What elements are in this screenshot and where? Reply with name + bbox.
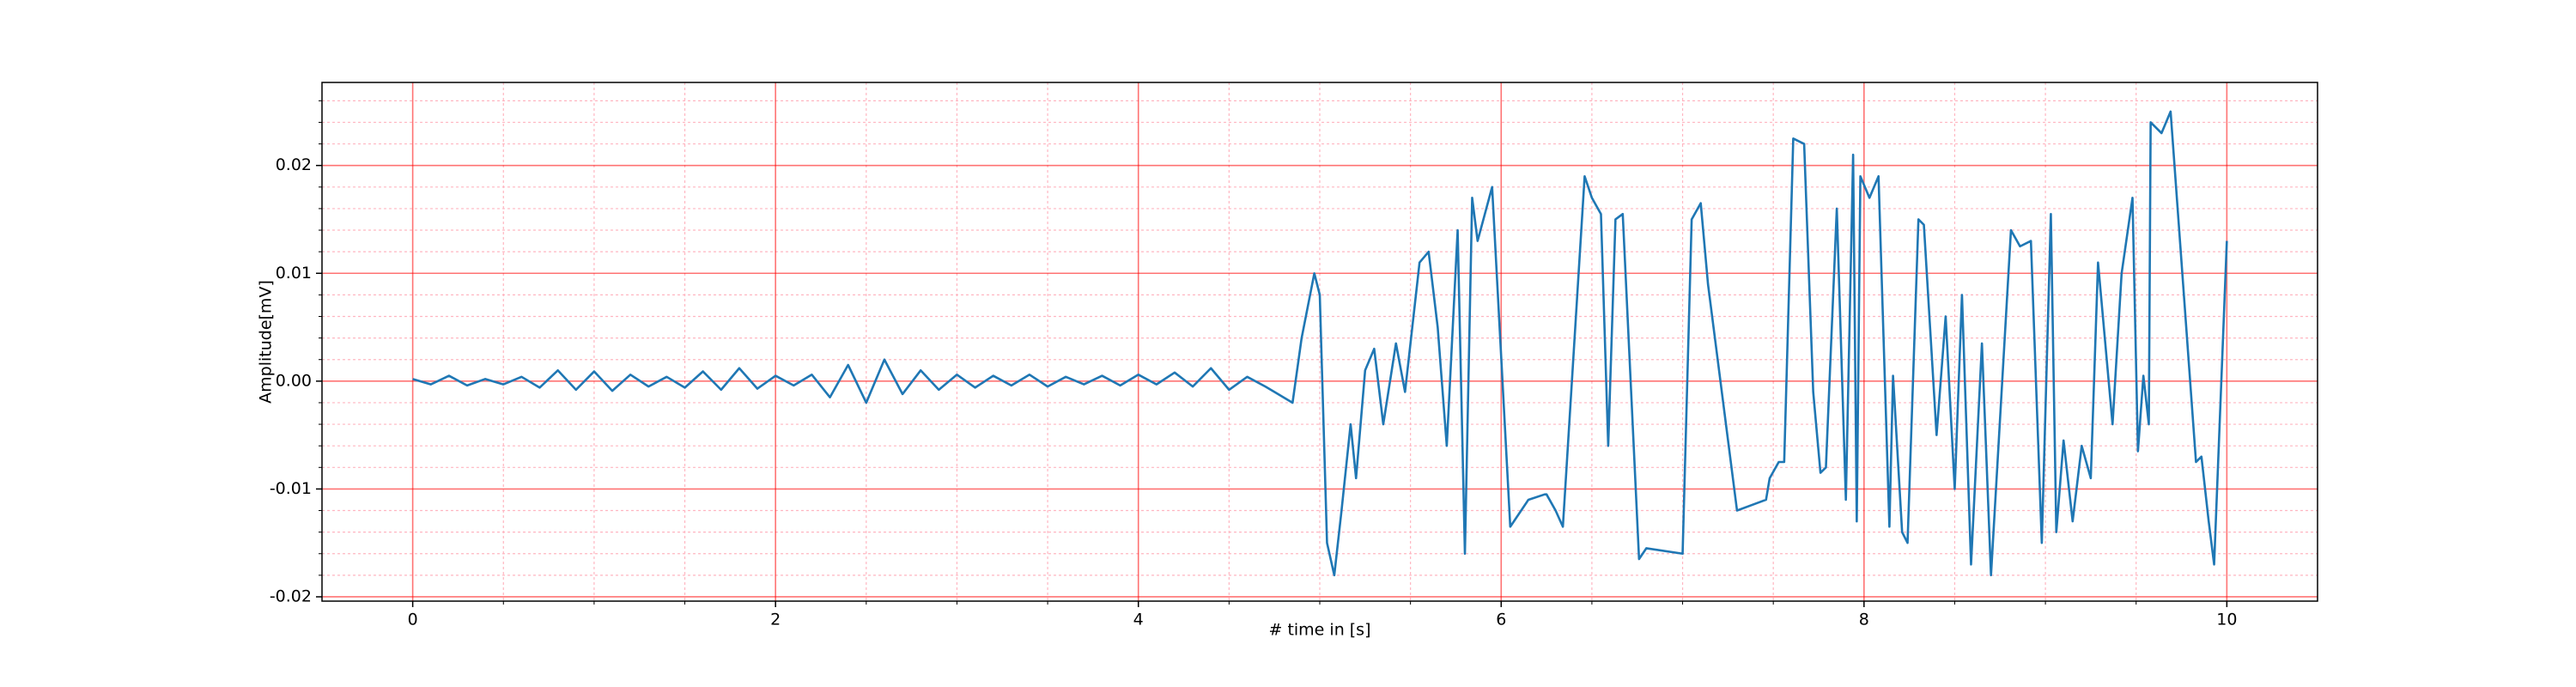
y-tick-label: 0.01 — [276, 264, 312, 283]
y-tick-label: -0.01 — [270, 479, 312, 498]
y-tick-label: 0.00 — [276, 371, 312, 390]
x-tick-label: 10 — [2216, 611, 2237, 629]
x-tick-label: 8 — [1859, 611, 1869, 629]
y-tick-label: 0.02 — [276, 155, 312, 174]
x-tick-label: 0 — [408, 611, 418, 629]
y-axis-label: Amplitude[mV] — [257, 280, 276, 404]
signal-line — [412, 110, 2228, 577]
y-tick-label: -0.02 — [270, 587, 312, 605]
x-axis-label: # time in [s] — [1268, 621, 1370, 640]
x-tick-label: 4 — [1133, 611, 1144, 629]
x-tick-label: 2 — [770, 611, 781, 629]
plot-frame — [321, 82, 2318, 602]
x-tick-label: 6 — [1496, 611, 1506, 629]
